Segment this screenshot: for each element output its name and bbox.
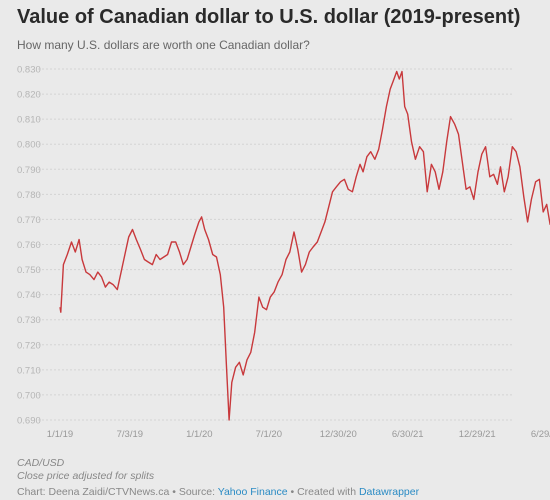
x-tick-label: 6/30/21 [392, 429, 424, 440]
credit-middle: • Created with [287, 486, 359, 498]
line-chart: 0.690 0.700 0.710 0.720 0.730 0.740 0.750 0.760… [17, 65, 550, 440]
credit-prefix: Chart: Deena Zaidi/CTVNews.ca • Source: [17, 486, 218, 498]
x-tick-label: 7/1/20 [256, 429, 282, 440]
y-axis-ticks: 0.690 0.700 0.710 0.720 0.730 0.740 0.750 0.760… [17, 65, 41, 427]
y-tick-label: 0.730 [17, 315, 41, 326]
y-tick-label: 0.710 [17, 365, 41, 376]
y-tick-label: 0.820 [17, 90, 41, 101]
adjust-note: Close price adjusted for splits [17, 470, 155, 482]
series-line [59, 70, 550, 421]
x-tick-label: 7/3/19 [117, 429, 143, 440]
x-tick-label: 6/29/22 [531, 429, 550, 440]
x-tick-label: 1/1/20 [186, 429, 212, 440]
y-tick-label: 0.780 [17, 190, 41, 201]
chart-subtitle: How many U.S. dollars are worth one Cana… [17, 38, 310, 52]
y-tick-label: 0.720 [17, 340, 41, 351]
x-tick-label: 1/1/19 [47, 429, 73, 440]
data-series [59, 70, 550, 421]
datawrapper-link[interactable]: Datawrapper [358, 486, 420, 498]
y-tick-label: 0.760 [17, 240, 41, 251]
y-tick-label: 0.800 [17, 140, 41, 151]
y-tick-label: 0.750 [17, 265, 41, 276]
y-tick-label: 0.790 [17, 165, 41, 176]
y-tick-label: 0.810 [17, 115, 41, 126]
y-tick-label: 0.700 [17, 390, 41, 401]
x-tick-label: 12/30/20 [320, 429, 357, 440]
x-tick-label: 12/29/21 [459, 429, 496, 440]
unit-note: CAD/USD [17, 457, 65, 469]
source-link[interactable]: Yahoo Finance [217, 486, 288, 498]
y-tick-label: 0.770 [17, 215, 41, 226]
y-tick-label: 0.690 [17, 416, 41, 427]
y-tick-label: 0.830 [17, 65, 41, 76]
chart-title: Value of Canadian dollar to U.S. dollar … [17, 6, 521, 28]
credit-line: Chart: Deena Zaidi/CTVNews.ca • Source: … [17, 486, 419, 498]
grid-lines [38, 68, 512, 421]
y-tick-label: 0.740 [17, 290, 41, 301]
x-axis-ticks: 1/1/19 7/3/19 1/1/20 7/1/20 12/30/20 6/30/21 1… [47, 429, 550, 440]
